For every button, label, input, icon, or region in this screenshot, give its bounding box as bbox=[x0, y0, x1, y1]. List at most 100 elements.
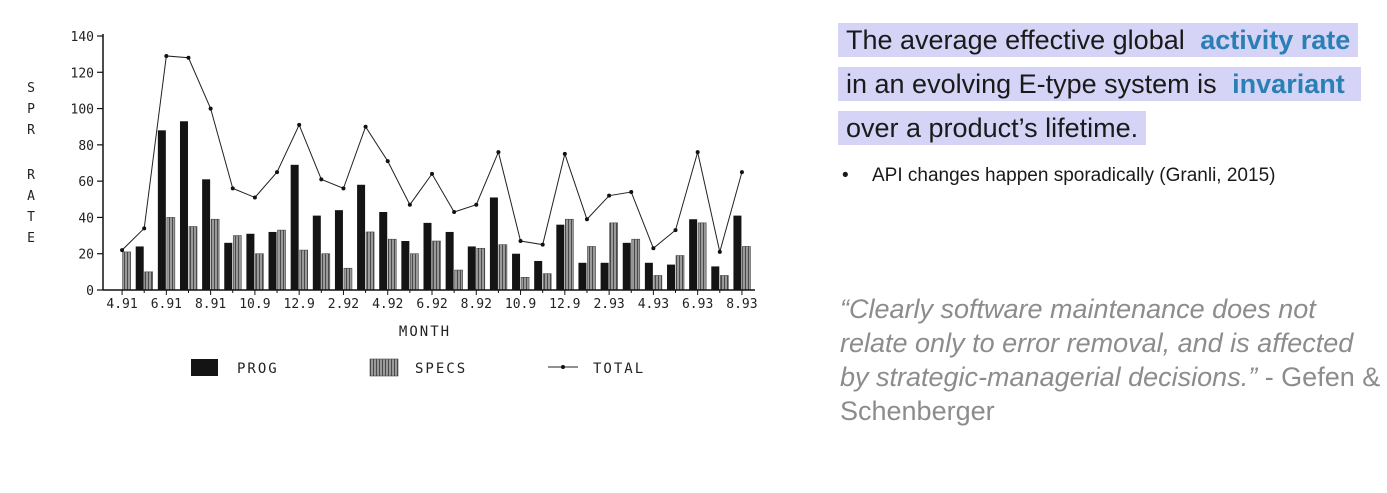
x-axis-label: MONTH bbox=[399, 324, 451, 340]
total-point bbox=[230, 186, 235, 191]
total-point bbox=[496, 150, 501, 155]
headline: The average effective global activity ra… bbox=[838, 18, 1361, 150]
y-tick-label: 120 bbox=[71, 66, 94, 81]
y-axis-label-letter: P bbox=[27, 102, 35, 117]
headline-emphasis-invariant: invariant bbox=[1228, 67, 1349, 101]
total-point bbox=[452, 209, 457, 214]
headline-part2: in an evolving E-type system is bbox=[842, 67, 1229, 101]
total-point bbox=[363, 124, 368, 129]
total-point bbox=[629, 190, 634, 195]
y-axis-label-letter: S bbox=[27, 81, 35, 96]
bar-specs bbox=[365, 231, 375, 291]
y-axis-label-letter: A bbox=[27, 189, 35, 204]
bar-prog bbox=[556, 224, 565, 290]
bar-specs bbox=[520, 276, 530, 291]
x-tick-label: 4.93 bbox=[638, 297, 669, 312]
y-axis-label-letter: T bbox=[27, 210, 35, 225]
total-point bbox=[540, 242, 545, 247]
bar-specs bbox=[343, 267, 353, 291]
axes bbox=[102, 34, 755, 291]
y-tick-label: 80 bbox=[78, 139, 94, 154]
y-tick-label: 140 bbox=[71, 30, 94, 45]
bar-specs bbox=[210, 218, 220, 291]
bar-specs bbox=[166, 217, 176, 291]
y-axis-ticks: 0 20 40 60 80 100 120 140 bbox=[71, 30, 103, 299]
x-tick-label: 2.92 bbox=[328, 297, 359, 312]
x-tick-label: 12.9 bbox=[549, 297, 580, 312]
legend-label-prog: PROG bbox=[237, 361, 279, 377]
legend-swatch-specs bbox=[369, 358, 399, 377]
total-point bbox=[142, 226, 147, 231]
bar-prog bbox=[202, 179, 211, 290]
bar-specs bbox=[631, 238, 641, 291]
bar-specs bbox=[719, 275, 729, 291]
bar-prog bbox=[357, 184, 366, 290]
y-axis-label-letter: R bbox=[27, 123, 35, 138]
bar-specs bbox=[188, 226, 198, 291]
bar-prog bbox=[334, 210, 343, 290]
quote-text: “Clearly software maintenance does not r… bbox=[840, 294, 1354, 392]
x-tick-label: 8.93 bbox=[726, 297, 757, 312]
bar-prog bbox=[733, 215, 742, 290]
bar-specs bbox=[476, 247, 486, 291]
bar-prog bbox=[667, 264, 676, 290]
total-point bbox=[120, 248, 125, 253]
bar-specs bbox=[653, 275, 663, 291]
bar-specs bbox=[587, 246, 596, 291]
x-tick-label: 4.92 bbox=[372, 297, 403, 312]
bar-prog bbox=[379, 211, 388, 290]
x-tick-label: 10.9 bbox=[239, 297, 270, 312]
total-point bbox=[252, 195, 257, 200]
bar-prog bbox=[534, 260, 543, 290]
bar-specs bbox=[742, 246, 751, 291]
y-tick-label: 0 bbox=[86, 284, 94, 299]
bar-prog bbox=[578, 262, 587, 290]
total-point bbox=[208, 106, 213, 111]
x-tick-label: 8.91 bbox=[195, 297, 226, 312]
bar-prog bbox=[135, 246, 144, 290]
bar-prog bbox=[512, 253, 521, 290]
legend-label-specs: SPECS bbox=[415, 361, 467, 377]
bar-prog bbox=[179, 121, 188, 291]
x-tick-label: 6.93 bbox=[682, 297, 713, 312]
total-point bbox=[673, 228, 678, 233]
legend-swatch-prog bbox=[191, 359, 218, 376]
bar-specs bbox=[232, 235, 242, 291]
bar-prog bbox=[157, 130, 166, 290]
x-axis-ticks: 4.91 6.91 8.91 10.9 12.9 2.92 4.92 6.92 8.92 10.9… bbox=[106, 290, 758, 312]
total-point bbox=[651, 246, 656, 251]
y-tick-label: 20 bbox=[78, 248, 94, 263]
total-point bbox=[695, 150, 700, 155]
total-point bbox=[164, 53, 169, 58]
bar-specs bbox=[410, 253, 419, 291]
bar-prog bbox=[622, 242, 631, 290]
x-tick-label: 4.91 bbox=[106, 297, 137, 312]
bar-prog bbox=[689, 219, 698, 290]
bar-prog bbox=[246, 233, 255, 290]
bar-prog bbox=[489, 197, 498, 290]
bar-prog bbox=[445, 231, 454, 290]
x-tick-label: 2.93 bbox=[593, 297, 624, 312]
bar-specs bbox=[609, 222, 618, 291]
x-tick-label: 12.9 bbox=[284, 297, 315, 312]
total-point bbox=[430, 171, 434, 176]
bar-prog bbox=[401, 241, 410, 290]
bar-specs bbox=[122, 251, 131, 291]
bar-specs bbox=[542, 273, 552, 291]
x-tick-label: 6.91 bbox=[151, 297, 182, 312]
bar-specs bbox=[697, 222, 707, 291]
bar-specs bbox=[144, 271, 154, 291]
bar-specs bbox=[498, 244, 508, 291]
total-point bbox=[385, 159, 390, 164]
total-line bbox=[120, 53, 744, 254]
bar-specs bbox=[277, 229, 286, 291]
bar-specs bbox=[387, 238, 397, 291]
total-point bbox=[474, 202, 479, 207]
bullet-item: API changes happen sporadically (Granli,… bbox=[842, 162, 1387, 190]
bar-prog bbox=[423, 222, 432, 290]
bar-prog bbox=[467, 246, 476, 290]
legend: PROG SPECS TOTAL bbox=[191, 358, 643, 377]
quote-block: “Clearly software maintenance does not r… bbox=[840, 292, 1385, 428]
